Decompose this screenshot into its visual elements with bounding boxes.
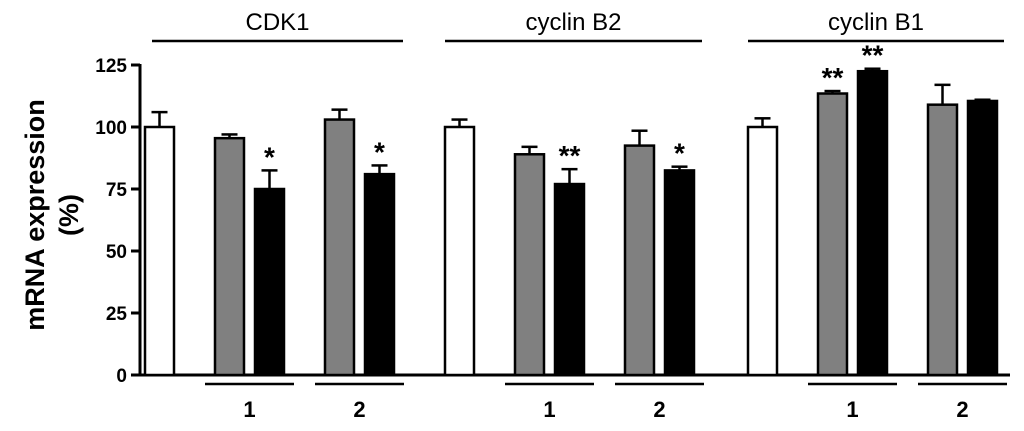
bar [816, 92, 849, 377]
bar [663, 169, 696, 377]
group-label: CDK1 [245, 9, 309, 36]
y-tick-label: 100 [95, 118, 127, 139]
significance-label: * [674, 138, 685, 169]
bar [513, 153, 546, 377]
significance-label: ** [822, 62, 844, 93]
y-tick-label: 50 [106, 242, 127, 263]
significance-label: ** [862, 40, 884, 71]
y-tick-label: 0 [116, 366, 127, 387]
bar [746, 125, 779, 377]
bar [966, 99, 999, 377]
subgroup-label: 1 [543, 397, 555, 422]
y-tick-label: 75 [106, 180, 128, 201]
bar [323, 118, 356, 377]
significance-label: ** [559, 140, 581, 171]
group-label: cyclin B2 [525, 9, 621, 36]
subgroup-label: 1 [846, 397, 858, 422]
bar [926, 103, 959, 377]
subgroup-label: 2 [956, 397, 968, 422]
significance-label: * [374, 136, 385, 167]
bar [253, 187, 286, 377]
y-tick-label: 25 [106, 304, 128, 325]
group-label: cyclin B1 [828, 9, 924, 36]
bar [553, 182, 586, 377]
y-axis-title-unit: (%) [54, 194, 84, 236]
y-tick-label: 125 [95, 56, 127, 77]
subgroup-label: 2 [353, 397, 365, 422]
bar [363, 172, 396, 377]
subgroup-label: 1 [243, 397, 255, 422]
significance-label: * [264, 141, 275, 172]
subgroup-label: 2 [653, 397, 665, 422]
y-axis-title: mRNA expression [20, 99, 50, 331]
bar [856, 69, 889, 377]
bar [213, 136, 246, 377]
bar [623, 144, 656, 377]
bar [143, 125, 176, 377]
bar [443, 125, 476, 377]
